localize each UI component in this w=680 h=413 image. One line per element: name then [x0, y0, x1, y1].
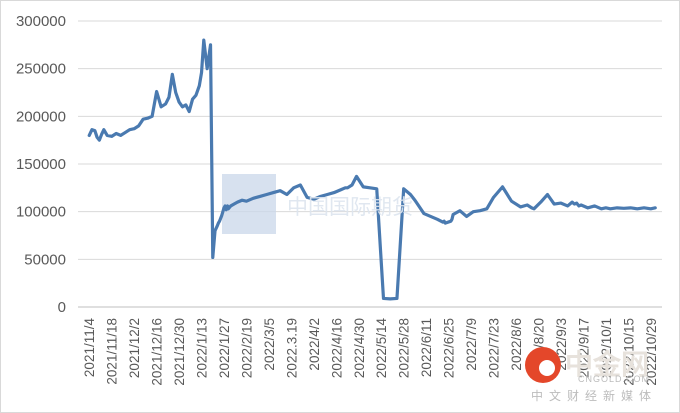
x-tick-label: 2022/2/19 — [239, 318, 254, 378]
brand-logo: 中金网 CNGOLD.COM 中文财经新媒体 — [525, 347, 657, 403]
series-line — [87, 38, 657, 301]
x-axis-tick-labels: 2021/11/4 2021/11/18 2021/12/2 2021/12/16 20… — [82, 318, 659, 386]
watermark-box — [222, 174, 276, 234]
x-tick-label: 2021/12/30 — [172, 318, 187, 386]
y-tick-label: 300000 — [16, 13, 66, 30]
x-tick-label: 2022/6/25 — [442, 318, 457, 378]
y-tick-label: 200000 — [16, 108, 66, 125]
watermark-center-text: 中国国际期货 — [287, 195, 413, 219]
x-tick-label: 2022/10/29 — [644, 318, 659, 386]
x-tick-label: 2022/5/28 — [397, 318, 412, 378]
x-tick-label: 2021/12/16 — [150, 318, 165, 386]
x-tick-label: 2022/8/6 — [509, 318, 524, 371]
watermark-layer: 中国国际期货 中金网 CNGOLD.COM 中文财经新媒体 — [287, 195, 657, 403]
y-tick-label: 0 — [58, 299, 66, 316]
y-tick-label: 100000 — [16, 204, 66, 221]
brand-logo-icon-inner — [539, 360, 555, 376]
x-tick-label: 2022/1/27 — [217, 318, 232, 378]
brand-logo-text: 中金网 — [565, 348, 649, 381]
x-tick-label: 2022/4/16 — [329, 318, 344, 378]
x-tick-label: 2022/5/14 — [374, 318, 389, 379]
x-tick-label: 2022/9/17 — [576, 318, 591, 378]
watermark-highlight-box — [222, 174, 276, 234]
x-tick-label: 2021/11/18 — [105, 318, 120, 385]
x-tick-label: 2022/7/9 — [464, 318, 479, 371]
x-tick-label: 2022/4/2 — [307, 318, 322, 371]
y-tick-label: 250000 — [16, 61, 66, 78]
x-tick-label: 2022/3/5 — [262, 318, 277, 371]
y-tick-label: 150000 — [16, 156, 66, 173]
x-tick-label: 2022/10/15 — [621, 318, 636, 386]
gridlines — [78, 20, 662, 308]
brand-logo-tagline: 中文财经新媒体 — [531, 388, 657, 403]
brand-logo-subtext: CNGOLD.COM — [578, 374, 650, 384]
x-tick-label: 2022/1/13 — [195, 318, 210, 378]
x-tick-label: 2022/6/11 — [419, 318, 434, 377]
x-tick-label: 2022.3.19 — [284, 318, 299, 378]
y-axis-tick-labels: 0 50000 100000 150000 200000 250000 300000 — [16, 13, 66, 316]
x-tick-label: 2022/4/30 — [352, 318, 367, 378]
x-tick-label: 2022/10/1 — [599, 318, 614, 378]
x-tick-label: 2022/7/23 — [487, 318, 502, 378]
series-layer — [87, 38, 657, 301]
x-tick-label: 2021/11/4 — [82, 318, 97, 378]
x-tick-label: 2021/12/2 — [127, 318, 142, 378]
y-tick-label: 50000 — [24, 251, 66, 268]
